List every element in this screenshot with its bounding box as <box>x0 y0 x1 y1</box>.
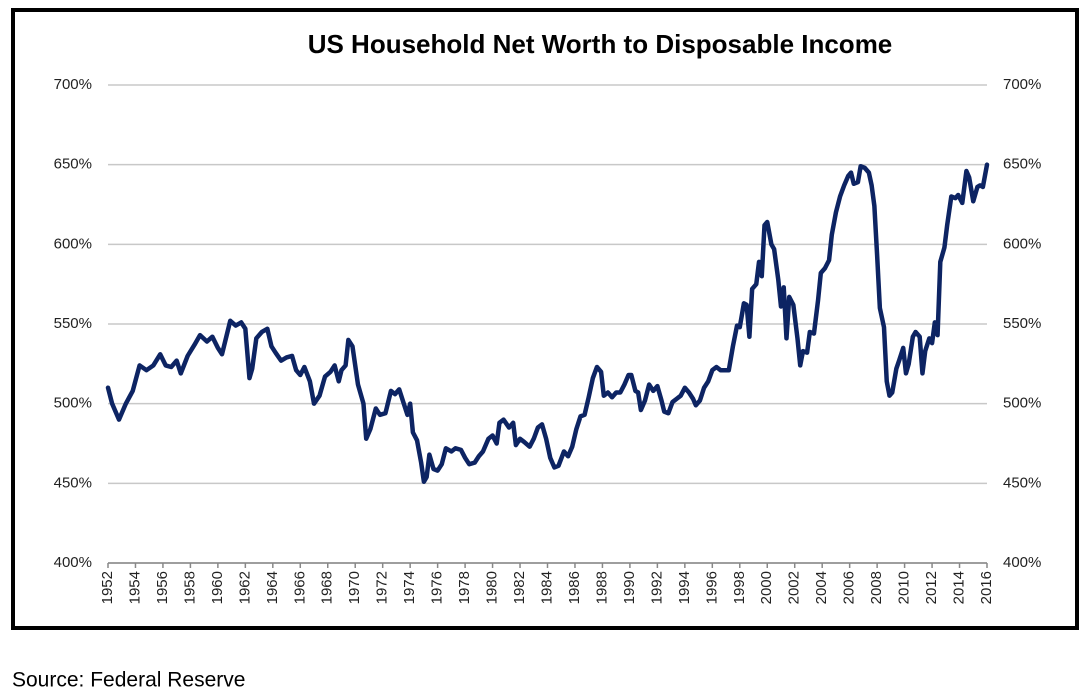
source-note: Source: Federal Reserve <box>12 669 245 692</box>
y-tick-label: 400% <box>54 554 92 571</box>
x-tick-label: 2014 <box>951 571 968 604</box>
chart-title: US Household Net Worth to Disposable Inc… <box>308 29 893 59</box>
x-tick-label: 2016 <box>978 571 995 604</box>
chart-frame <box>11 8 1079 630</box>
y2-tick-label: 500% <box>1003 395 1041 412</box>
x-tick-label: 1998 <box>731 571 748 604</box>
y-tick-label: 650% <box>54 156 92 173</box>
x-tick-label: 1966 <box>291 571 308 604</box>
x-tick-label: 1972 <box>374 571 391 604</box>
x-tick-label: 1954 <box>126 571 143 604</box>
x-tick-label: 1976 <box>429 571 446 604</box>
x-tick-label: 1984 <box>538 571 555 604</box>
data-line <box>105 162 990 484</box>
x-tick-label: 1962 <box>236 571 253 604</box>
y2-tick-label: 700% <box>1003 76 1041 93</box>
x-tick-label: 1994 <box>676 571 693 604</box>
x-tick-label: 1986 <box>566 571 583 604</box>
x-tick-label: 1970 <box>346 571 363 604</box>
y-tick-label: 450% <box>54 474 92 491</box>
x-tick-label: 2010 <box>896 571 913 604</box>
y2-tick-label: 650% <box>1003 156 1041 173</box>
y-tick-label: 700% <box>54 76 92 93</box>
y2-tick-label: 400% <box>1003 554 1041 571</box>
x-tick-label: 1964 <box>264 571 281 604</box>
x-tick-label: 1982 <box>511 571 528 604</box>
x-tick-label: 2002 <box>786 571 803 604</box>
x-tick-label: 2004 <box>813 571 830 604</box>
x-tick-label: 2006 <box>841 571 858 604</box>
x-tick-label: 1988 <box>593 571 610 604</box>
x-tick-label: 1996 <box>703 571 720 604</box>
y-tick-label: 550% <box>54 315 92 332</box>
x-tick-label: 1992 <box>648 571 665 604</box>
y2-tick-label: 600% <box>1003 235 1041 252</box>
x-tick-label: 2012 <box>923 571 940 604</box>
y2-tick-label: 450% <box>1003 474 1041 491</box>
x-tick-label: 1958 <box>181 571 198 604</box>
x-tick-label: 1978 <box>456 571 473 604</box>
y-tick-label: 600% <box>54 235 92 252</box>
x-tick-label: 1952 <box>99 571 116 604</box>
x-tick-label: 1980 <box>484 571 501 604</box>
x-tick-label: 2008 <box>868 571 885 604</box>
x-tick-label: 1960 <box>209 571 226 604</box>
x-tick-label: 1968 <box>319 571 336 604</box>
x-tick-label: 1990 <box>621 571 638 604</box>
y2-tick-label: 550% <box>1003 315 1041 332</box>
x-tick-label: 1974 <box>401 571 418 604</box>
x-tick-label: 1956 <box>154 571 171 604</box>
y-tick-label: 500% <box>54 395 92 412</box>
x-tick-label: 2000 <box>758 571 775 604</box>
